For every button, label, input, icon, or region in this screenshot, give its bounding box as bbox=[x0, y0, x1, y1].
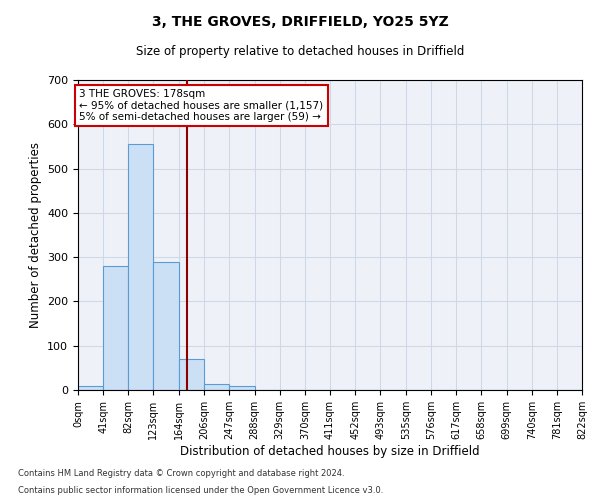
Bar bbox=[78, 386, 103, 390]
Bar bbox=[103, 266, 128, 390]
X-axis label: Distribution of detached houses by size in Driffield: Distribution of detached houses by size … bbox=[180, 444, 480, 458]
Bar bbox=[179, 359, 205, 390]
Text: 3, THE GROVES, DRIFFIELD, YO25 5YZ: 3, THE GROVES, DRIFFIELD, YO25 5YZ bbox=[152, 15, 448, 29]
Bar bbox=[154, 262, 179, 390]
Text: Size of property relative to detached houses in Driffield: Size of property relative to detached ho… bbox=[136, 45, 464, 58]
Text: Contains HM Land Registry data © Crown copyright and database right 2024.: Contains HM Land Registry data © Crown c… bbox=[18, 468, 344, 477]
Bar bbox=[229, 386, 254, 390]
Y-axis label: Number of detached properties: Number of detached properties bbox=[29, 142, 41, 328]
Text: Contains public sector information licensed under the Open Government Licence v3: Contains public sector information licen… bbox=[18, 486, 383, 495]
Text: 3 THE GROVES: 178sqm
← 95% of detached houses are smaller (1,157)
5% of semi-det: 3 THE GROVES: 178sqm ← 95% of detached h… bbox=[79, 89, 323, 122]
Bar bbox=[205, 384, 229, 390]
Bar bbox=[128, 144, 154, 390]
